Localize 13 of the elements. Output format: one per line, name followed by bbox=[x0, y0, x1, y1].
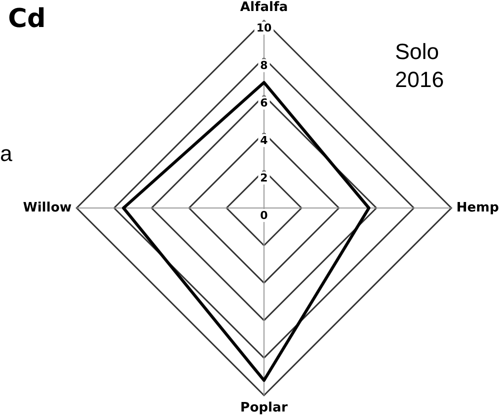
y-tick-label: 2 bbox=[260, 171, 268, 184]
y-tick-label: 4 bbox=[260, 134, 268, 147]
y-tick-label: 0 bbox=[260, 208, 268, 222]
spoke-label: Willow bbox=[22, 200, 72, 216]
y-tick-label: 8 bbox=[260, 58, 268, 72]
spoke-label: Poplar bbox=[240, 400, 288, 416]
text: Solo 2016 bbox=[395, 38, 445, 94]
y-tick-label: 10 bbox=[256, 22, 272, 35]
spoke-label: Hemp bbox=[456, 200, 499, 216]
chart-title: Cd bbox=[8, 4, 46, 34]
spoke-label: Alfalfa bbox=[240, 0, 288, 16]
text: a bbox=[0, 140, 12, 168]
y-tick-label: 6 bbox=[260, 96, 268, 110]
